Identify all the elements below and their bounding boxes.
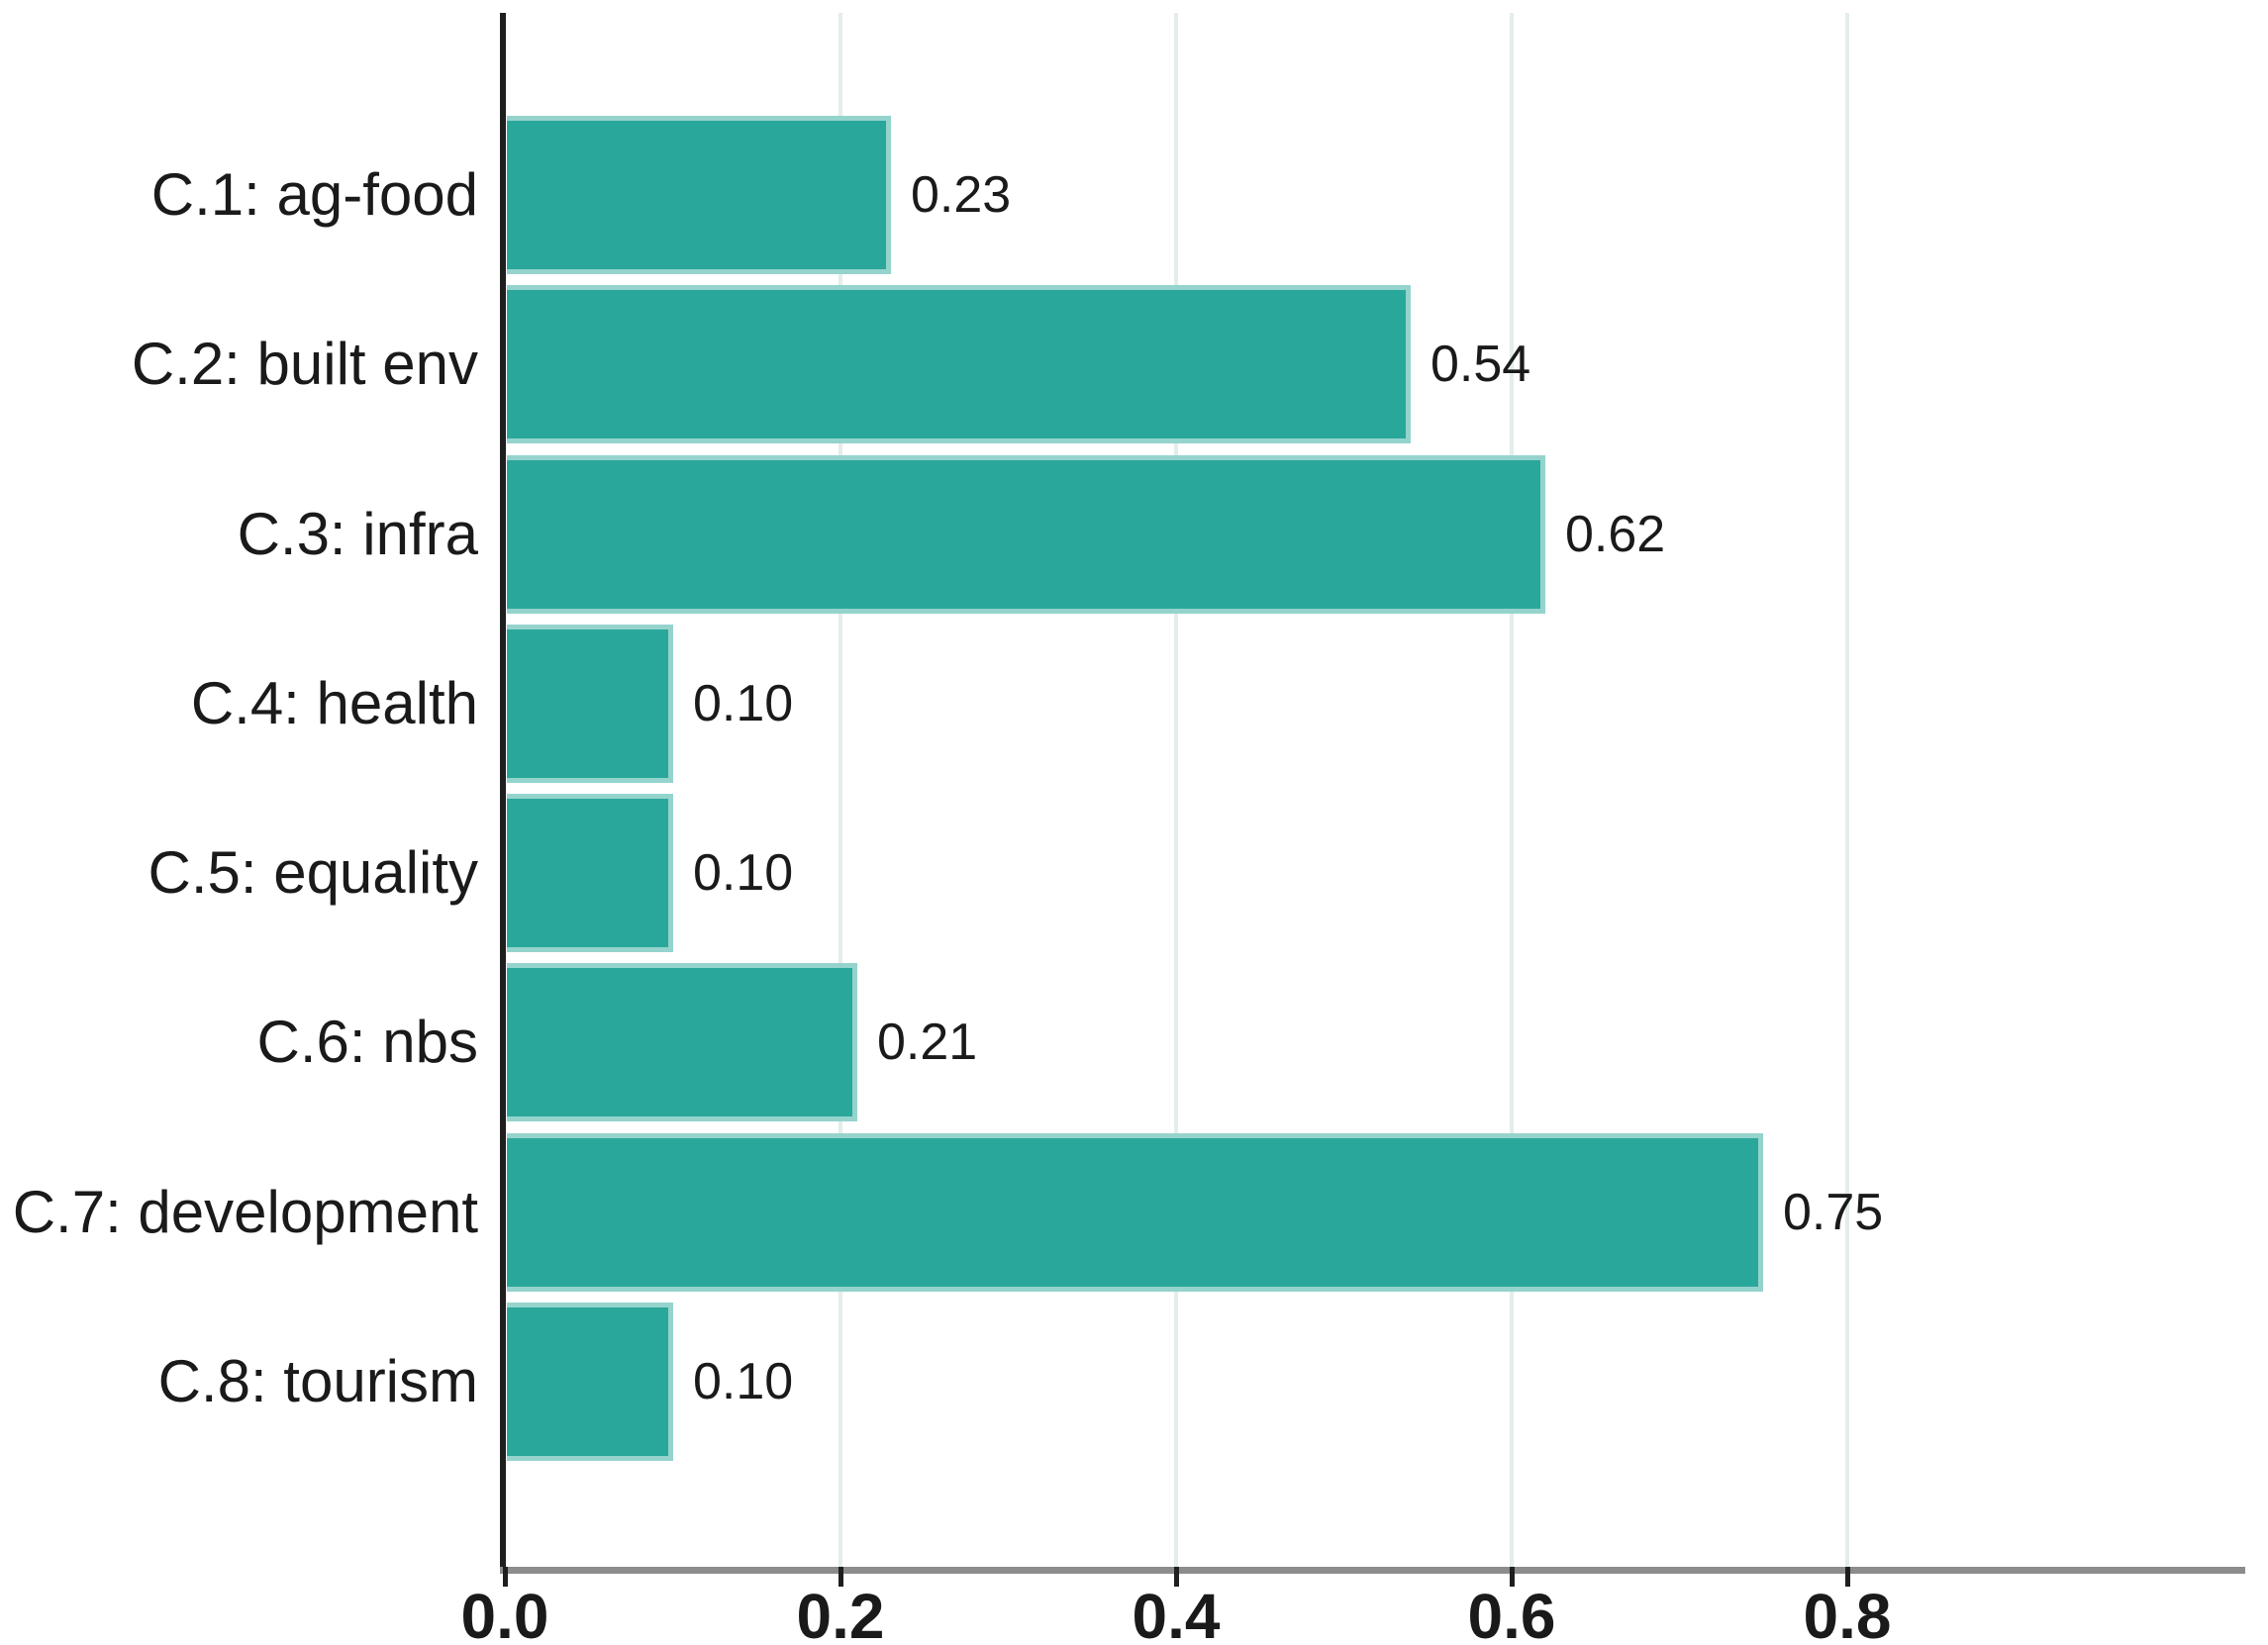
x-tick-label: 0.2 [796, 1581, 885, 1645]
value-label: 0.23 [911, 166, 1012, 224]
bar [507, 963, 857, 1122]
value-label: 0.10 [693, 1352, 794, 1410]
bar [507, 1302, 673, 1461]
bar [507, 794, 673, 952]
x-tick-label: 0.8 [1803, 1581, 1892, 1645]
x-tick-mark [1174, 1567, 1179, 1587]
gridline [838, 13, 842, 1567]
value-label: 0.75 [1783, 1183, 1884, 1241]
bar [507, 116, 891, 274]
category-label: C.3: infra [237, 500, 478, 567]
x-axis-line [500, 1567, 2245, 1574]
category-label: C.5: equality [148, 839, 478, 906]
value-label: 0.21 [877, 1014, 978, 1072]
category-label: C.6: nbs [256, 1009, 478, 1076]
value-label: 0.54 [1430, 336, 1531, 394]
bar [507, 1132, 1763, 1292]
bar [507, 454, 1545, 614]
x-tick-mark [503, 1567, 508, 1587]
x-tick-mark [1510, 1567, 1515, 1587]
value-label: 0.10 [693, 674, 794, 732]
x-tick-mark [1845, 1567, 1850, 1587]
category-label: C.1: ag-food [150, 161, 478, 228]
x-tick-label: 0.6 [1467, 1581, 1556, 1645]
category-label: C.4: health [190, 669, 478, 736]
category-label: C.8: tourism [157, 1347, 478, 1414]
x-tick-label: 0.4 [1132, 1581, 1221, 1645]
value-label: 0.62 [1565, 505, 1666, 563]
gridline [1174, 13, 1178, 1567]
x-tick-label: 0.0 [460, 1581, 549, 1645]
category-label: C.7: development [12, 1178, 478, 1245]
gridline [1510, 13, 1514, 1567]
x-tick-mark [838, 1567, 843, 1587]
bar [507, 285, 1411, 444]
value-label: 0.10 [693, 844, 794, 902]
gridline [1845, 13, 1849, 1567]
y-axis-line [500, 13, 506, 1569]
bar [507, 624, 673, 783]
category-label: C.2: built env [131, 331, 478, 398]
